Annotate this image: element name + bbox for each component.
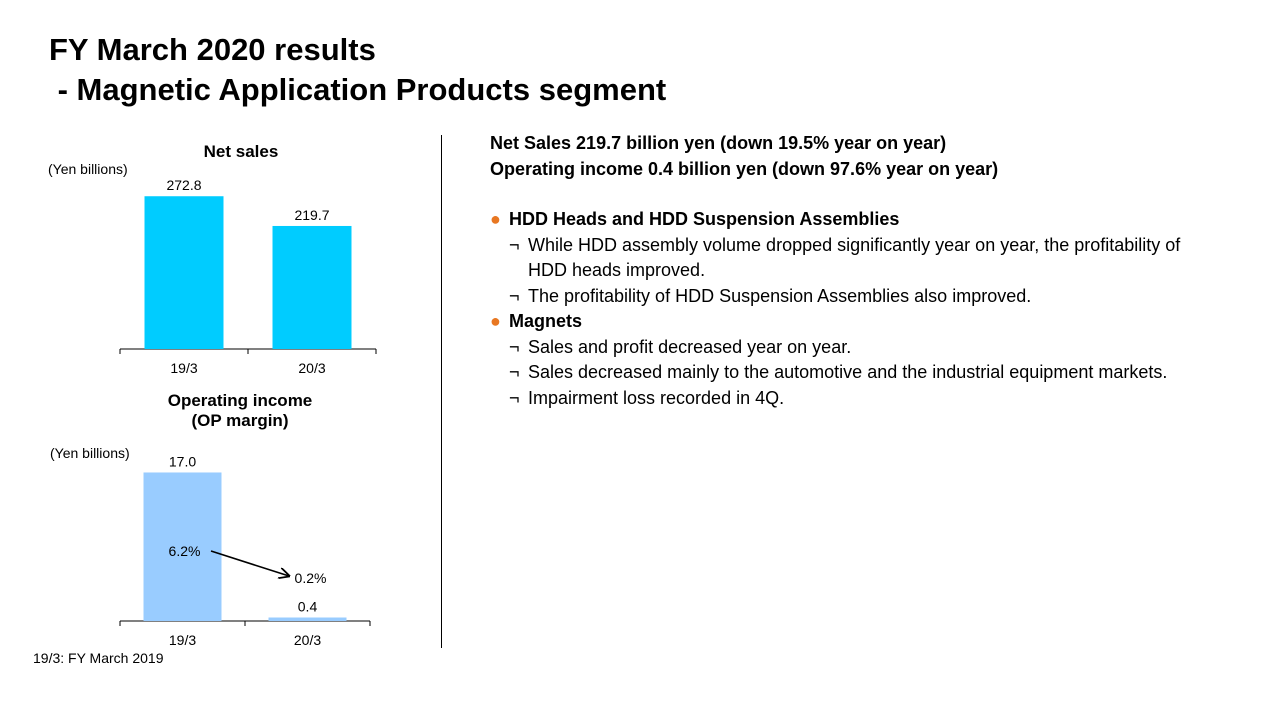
orange-bullet-icon: ● — [490, 311, 501, 331]
op-income-bar-20-3 — [268, 617, 347, 621]
net-sales-title: Net sales — [204, 142, 279, 161]
summary: Net Sales 219.7 billion yen (down 19.5% … — [490, 130, 1250, 182]
sub-bullet-item: ¬ Sales and profit decreased year on year… — [490, 335, 1210, 361]
sub-bullet-icon: ¬ — [509, 336, 520, 357]
operating-income-chart: Operating income(OP margin) (Yen billions… — [50, 391, 371, 648]
op-income-bar-19-3 — [143, 472, 222, 621]
net-sales-bar-19-3 — [144, 196, 224, 349]
sub-bullet-icon: ¬ — [509, 387, 520, 408]
op-income-category-label: 19/3 — [169, 632, 196, 648]
op-margin-arrow — [210, 550, 289, 576]
section-heading: ● HDD Heads and HDD Suspension Assemblies — [490, 207, 1210, 233]
net-sales-category-label: 20/3 — [298, 360, 325, 376]
net-sales-data-label: 272.8 — [166, 177, 201, 193]
sub-bullet-icon: ¬ — [509, 362, 520, 382]
vertical-divider — [441, 135, 442, 648]
sub-bullet-icon: ¬ — [509, 234, 520, 255]
sub-bullet-item: ¬ Sales decreased mainly to the automotiv… — [490, 360, 1210, 386]
net-sales-unit-label: (Yen billions) — [48, 161, 128, 177]
op-income-data-label: 0.4 — [298, 599, 318, 615]
op-income-category-label: 20/3 — [294, 632, 321, 648]
sub-bullet-text: Sales decreased mainly to the automotive… — [528, 362, 1168, 382]
sub-bullet-text: While HDD assembly volume dropped signif… — [528, 234, 1181, 281]
footnote: 19/3: FY March 2019 — [33, 650, 164, 666]
net-sales-bar-20-3 — [272, 225, 352, 349]
summary-net-sales: Net Sales 219.7 billion yen (down 19.5% … — [490, 133, 947, 153]
sub-bullet-text: Impairment loss recorded in 4Q. — [528, 387, 785, 408]
op-margin-label: 6.2% — [169, 543, 201, 559]
net-sales-chart: Net sales (Yen billions) 272.8 19/3 219.7 20/… — [48, 142, 377, 376]
net-sales-category-label: 19/3 — [170, 360, 197, 376]
section-heading-text: Magnets — [509, 311, 583, 331]
sub-bullet-item: ¬ While HDD assembly volume dropped signi… — [490, 233, 1210, 284]
orange-bullet-icon: ● — [490, 209, 501, 229]
op-income-title: (OP margin) — [192, 411, 289, 430]
section-heading: ● Magnets — [490, 309, 1210, 335]
section-heading-text: HDD Heads and HDD Suspension Assemblies — [509, 209, 900, 229]
sub-bullet-item: ¬ Impairment loss recorded in 4Q. — [490, 386, 1210, 412]
op-margin-label: 0.2% — [295, 570, 327, 586]
sub-bullet-icon: ¬ — [509, 285, 520, 306]
sub-bullet-text: The profitability of HDD Suspension Asse… — [528, 285, 1032, 306]
segment-bullets: ● HDD Heads and HDD Suspension Assemblies… — [490, 207, 1210, 411]
op-income-title: Operating income — [168, 391, 313, 410]
net-sales-data-label: 219.7 — [294, 207, 329, 223]
op-income-data-label: 17.0 — [169, 453, 196, 469]
op-income-unit-label: (Yen billions) — [50, 445, 130, 461]
summary-operating-income: Operating income 0.4 billion yen (down 9… — [490, 159, 999, 179]
sub-bullet-text: Sales and profit decreased year on year. — [528, 336, 852, 357]
sub-bullet-item: ¬ The profitability of HDD Suspension Ass… — [490, 284, 1210, 310]
page-title: FY March 2020 results - Magnetic Applica… — [49, 32, 667, 107]
